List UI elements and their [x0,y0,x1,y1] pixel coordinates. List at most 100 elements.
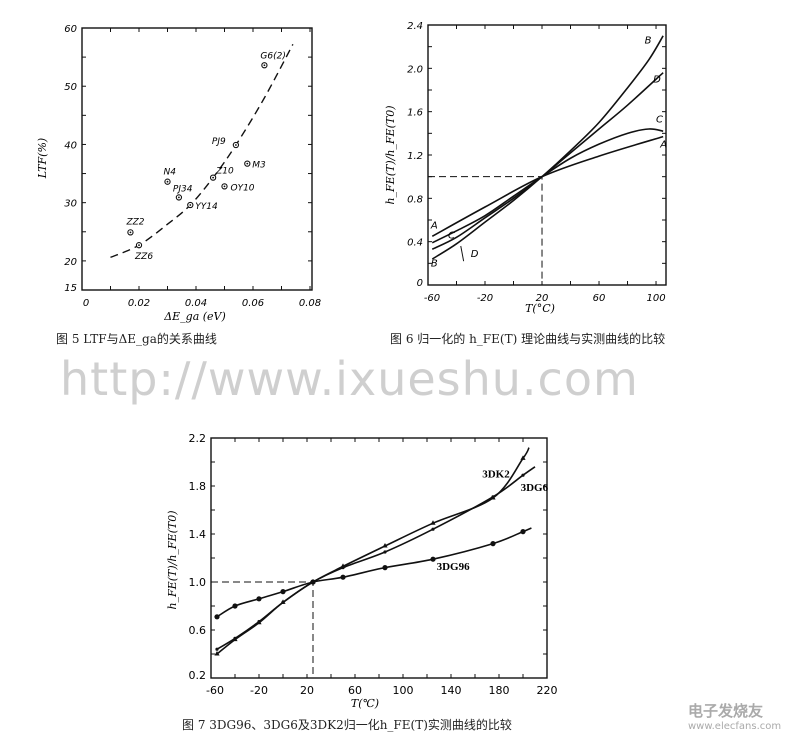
watermark: http://www.ixueshu.com [60,352,639,406]
fig6-y-tick-label: 2.0 [407,64,423,75]
fig5-data-point-center [235,144,237,146]
fig6-y-tick-label: 1.2 [407,151,423,162]
fig5-data-point-center [246,162,249,165]
fig5-point-label: PJ34 [173,184,193,194]
fig6-y-tick-label: 0 [417,278,423,289]
fig6-x-tick-label: 60 [593,293,606,304]
fig7-marker-3DK2 [340,563,346,568]
fig7-marker-3DK2 [280,599,286,604]
fig5-point-label: OY10 [231,183,255,193]
fig5-data-point-center [178,196,180,199]
fig5-point-label: PJ9 [212,137,226,147]
fig5-data-point-center [138,244,140,247]
fig6-x-axis-label: T(°C) [525,302,555,315]
fig5-point-label: YY14 [195,202,218,212]
fig5-x-tick-label: 0.06 [242,298,264,309]
fig7-marker-3DK2 [256,619,262,625]
fig5-y-tick-label: 50 [64,82,77,93]
fig7-y-axis-label: h_FE(T)/h_FE(T0) [166,510,179,609]
logo-url: www.elecfans.com [688,721,782,732]
fig7-marker-3DK2 [382,543,388,548]
fig5-plot-frame [81,27,313,291]
fig7-x-tick-label: 100 [393,684,414,697]
fig7-caption: 图 7 3DG96、3DG6及3DK2归一化h_FE(T)实测曲线的比较 [182,718,512,732]
fig7-marker-3DK2 [520,455,526,460]
fig5-point-label: M3 [252,161,266,171]
fig7-y-tick-label: 0.6 [189,624,207,637]
fig6-series-label: D [471,249,479,260]
fig6-series-label: B [645,35,652,46]
fig7-marker-3DG96 [280,589,286,595]
fig5-x-tick-label: 0.02 [128,298,150,309]
fig7-series-3DG96 [216,527,532,618]
fig6-series-label: D [653,74,661,85]
fig5-point-label: G6(2) [260,51,285,61]
fig6-x-tick-label: -60 [424,293,440,304]
fig6-y-tick-label: 0.4 [407,238,423,249]
fig5-x-tick-label: 0.08 [299,298,321,309]
fig7-marker-3DG96 [256,596,262,602]
fig7-chart: -60 -20 20 60 100 140 180 220 0.2 0.6 1.0 1.4 1.8 2.2… [166,432,558,710]
fig5-chart: 0 0.02 0.04 0.06 0.08 15 20 30 40 50 60 ΔE_ga (eV) L… [36,24,321,323]
fig6-series-C [431,128,664,244]
fig7-x-tick-label: -60 [206,684,224,697]
fig6-series-label: C [448,230,455,241]
fig7-marker-3DG96 [214,614,220,620]
fig7-series-3DG6 [216,466,536,650]
fig6-y-axis-label: h_FE(T)/h_FE(T0) [384,105,397,204]
fig6-series-A [431,135,664,237]
fig7-marker-3DG96 [232,603,238,609]
fig6-series-label: A [430,221,438,232]
fig7-marker-3DG96 [382,565,388,571]
fig7-y-tick-label: 1.4 [189,528,207,541]
fig7-marker-3DG96 [520,529,526,535]
fig6-y-tick-label: 0.8 [407,194,423,205]
fig7-marker-3DG96 [430,556,436,562]
fig7-y-tick-label: 1.0 [189,576,207,589]
fig7-marker-3DK2 [232,636,238,642]
fig7-marker-3DK2 [430,520,436,525]
fig6-y-tick-label: 1.6 [407,108,423,119]
fig7-marker-3DG96 [490,541,496,547]
fig7-series-label: 3DK2 [482,469,510,481]
fig7-y-tick-label: 1.8 [189,480,207,493]
fig5-y-tick-label: 15 [64,283,77,294]
fig5-y-tick-label: 40 [64,140,77,151]
fig5-y-tick-label: 60 [64,24,77,35]
fig7-reference-line [211,581,314,678]
fig7-y-tick-label: 2.2 [189,432,207,445]
fig7-x-tick-label: 140 [441,684,462,697]
fig6-series-label: B [431,259,438,270]
fig5-y-axis-label: LTF(%) [36,138,49,179]
fig7-series-label: 3DG6 [521,482,549,494]
fig7-x-tick-label: 20 [300,684,314,697]
fig7-x-tick-label: 180 [489,684,510,697]
fig5-data-point-center [223,185,226,188]
fig5-data-point-center [166,180,169,183]
elecfans-logo: 电子发烧友 www.elecfans.com [688,700,781,732]
fig7-series-label: 3DG96 [437,561,471,573]
fig6-reference-line [428,176,543,285]
fig6-x-tick-label: 100 [646,293,665,304]
fig6-chart: -60 -20 20 60 100 0 0.4 0.8 1.2 1.6 2.0 2.4 T(°C) h_F… [384,21,667,315]
fig5-data-point-center [212,176,215,179]
fig7-y-tick-label: 0.2 [189,669,207,682]
fig6-caption: 图 6 归一化的 h_FE(T) 理论曲线与实测曲线的比较 [390,332,666,346]
fig6-series-label: A [659,139,667,150]
fig7-marker-3DK2 [490,495,496,500]
fig5-data-point-center [263,64,266,67]
fig5-y-tick-label: 30 [64,199,77,210]
fig6-plot-frame [427,24,667,286]
logo-name: 电子发烧友 [688,702,764,720]
fig7-marker-3DG96 [340,574,346,580]
fig5-point-label: ZZ2 [125,217,144,227]
fig5-x-axis-label: ΔE_ga (eV) [163,310,226,323]
fig7-x-tick-label: 220 [537,684,558,697]
fig7-marker-3DG6 [383,550,387,554]
fig7-marker-3DK2 [214,651,220,656]
fig5-point-label: Z10 [215,167,234,177]
fig6-x-tick-label: 20 [536,293,549,304]
fig5-point-label: N4 [164,168,177,178]
fig5-data-point-center [189,204,192,206]
